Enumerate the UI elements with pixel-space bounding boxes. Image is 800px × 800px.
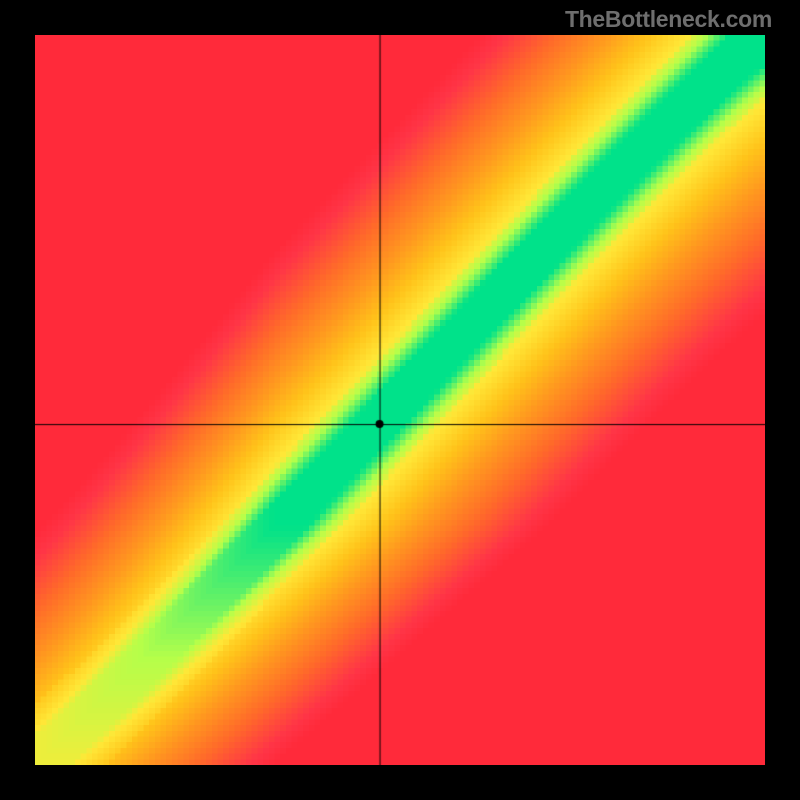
heatmap-canvas (35, 35, 765, 765)
chart-container: TheBottleneck.com (0, 0, 800, 800)
watermark-text: TheBottleneck.com (565, 6, 772, 33)
